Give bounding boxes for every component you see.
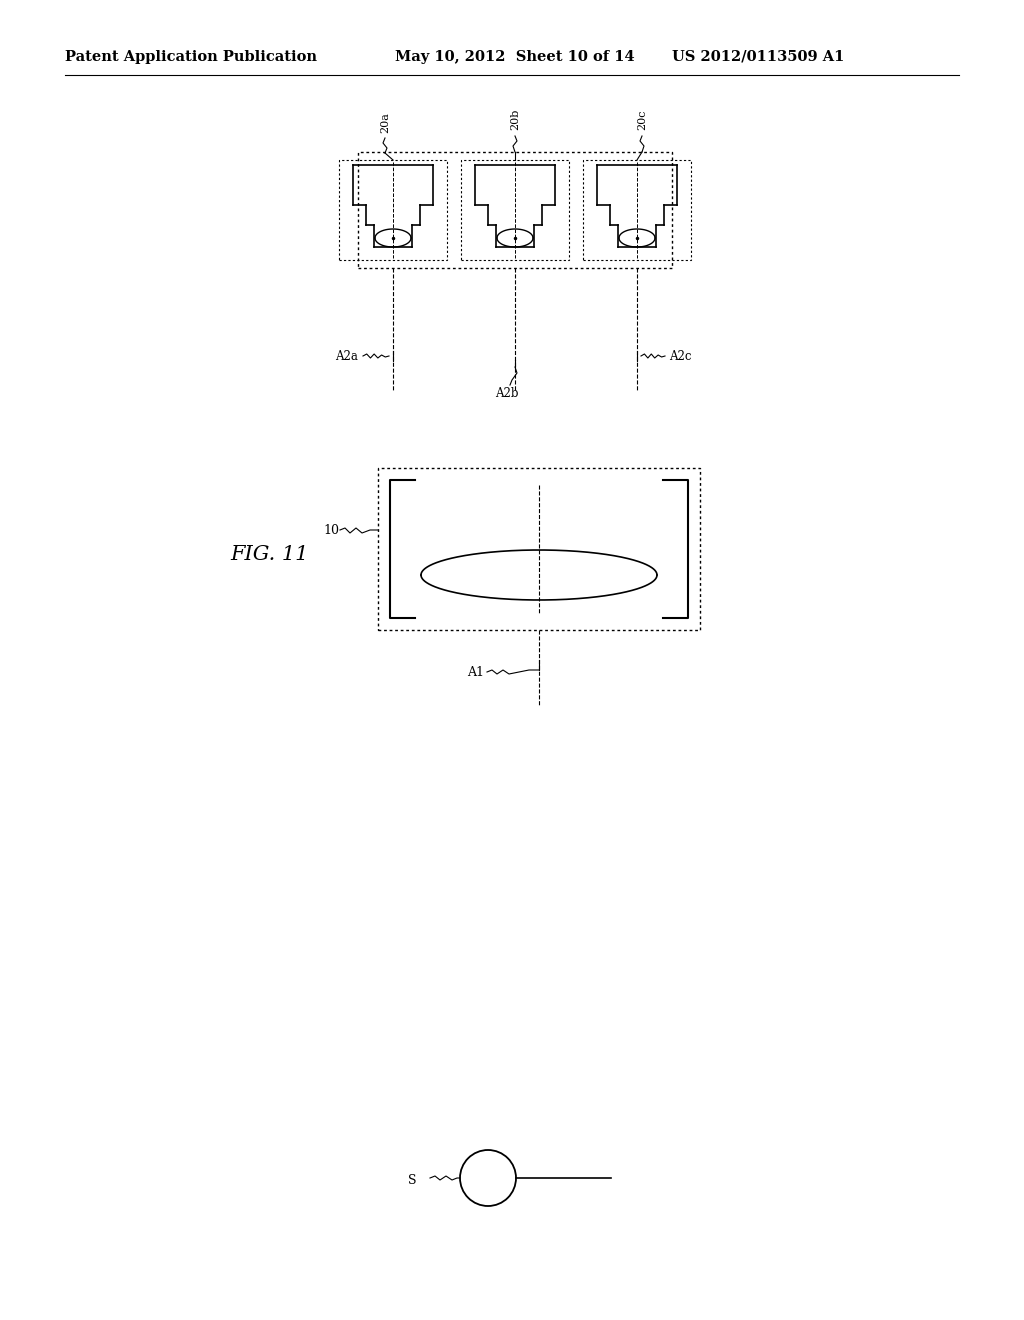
Bar xyxy=(378,469,700,630)
Text: US 2012/0113509 A1: US 2012/0113509 A1 xyxy=(672,50,845,63)
Text: Patent Application Publication: Patent Application Publication xyxy=(65,50,317,63)
Bar xyxy=(358,152,672,268)
Text: A2c: A2c xyxy=(669,350,691,363)
Text: A2a: A2a xyxy=(335,350,357,363)
Text: 20b: 20b xyxy=(510,108,520,129)
Text: A2b: A2b xyxy=(496,387,519,400)
Bar xyxy=(461,160,569,260)
Text: FIG. 11: FIG. 11 xyxy=(230,545,308,565)
Text: A1: A1 xyxy=(467,665,484,678)
Text: May 10, 2012  Sheet 10 of 14: May 10, 2012 Sheet 10 of 14 xyxy=(395,50,635,63)
Text: 20a: 20a xyxy=(380,112,390,133)
Text: 10: 10 xyxy=(323,524,339,536)
Bar xyxy=(583,160,691,260)
Text: S: S xyxy=(408,1175,417,1188)
Text: 20c: 20c xyxy=(637,110,647,129)
Bar xyxy=(339,160,447,260)
